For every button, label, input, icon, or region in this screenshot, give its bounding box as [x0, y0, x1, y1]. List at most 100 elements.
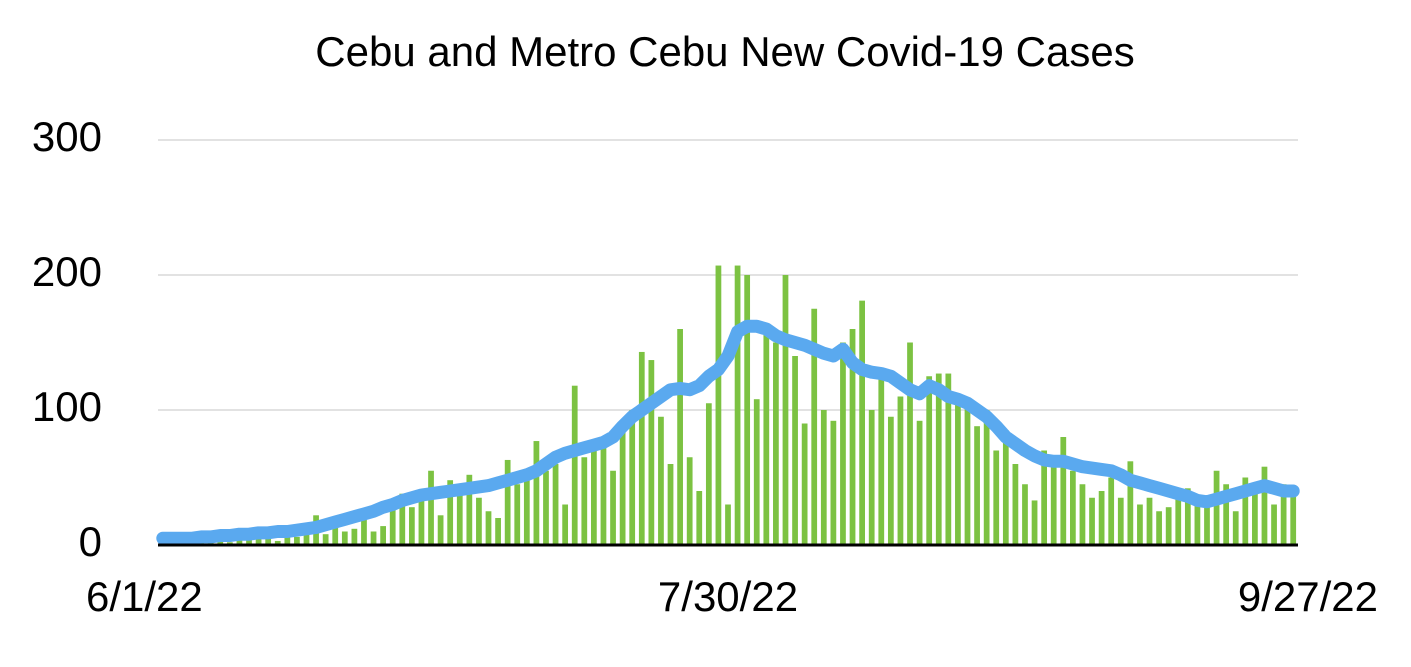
bar [571, 385, 578, 545]
bar [562, 504, 569, 545]
bar [408, 507, 415, 545]
bar [1022, 484, 1028, 545]
bar [255, 538, 262, 545]
bar [437, 515, 444, 545]
bar [543, 470, 549, 545]
bar [916, 420, 923, 545]
bar [1204, 504, 1210, 545]
bar [1012, 464, 1019, 545]
bar [705, 403, 712, 545]
bar [361, 511, 367, 545]
bar [418, 497, 425, 545]
bar [1089, 497, 1095, 545]
bar [380, 526, 386, 545]
bar [399, 493, 406, 545]
bar [447, 480, 454, 545]
bar [1232, 511, 1239, 545]
bar [1117, 497, 1124, 545]
bar [1079, 484, 1086, 545]
bar [1137, 504, 1143, 545]
bar [236, 539, 243, 545]
bar [533, 441, 540, 545]
bar [552, 464, 559, 545]
bar [332, 526, 339, 545]
bar [1098, 491, 1105, 545]
bar [370, 531, 377, 545]
bar [648, 360, 655, 545]
bar [629, 410, 636, 545]
bar [830, 420, 837, 545]
bar [495, 518, 501, 545]
bar [974, 426, 980, 545]
bar [1041, 450, 1048, 545]
bar [725, 504, 731, 545]
bar [514, 484, 521, 545]
bar [1002, 430, 1009, 545]
bar [773, 342, 779, 545]
bar [945, 373, 952, 545]
bar [341, 531, 348, 545]
bar [983, 410, 990, 545]
bar [1223, 484, 1230, 545]
bar [1271, 504, 1277, 545]
bar [1127, 461, 1134, 545]
bar [303, 528, 310, 545]
bar [887, 416, 894, 545]
bar [1146, 497, 1153, 545]
bar [466, 474, 473, 545]
bar [591, 450, 597, 545]
chart-title: Cebu and Metro Cebu New Covid-19 Cases [315, 28, 1134, 75]
bar [389, 504, 396, 545]
x-tick-label: 7/30/22 [658, 573, 798, 620]
bar [964, 403, 971, 545]
y-tick-label: 100 [32, 383, 102, 430]
bar [907, 342, 913, 545]
bar [1050, 457, 1057, 545]
bar [859, 300, 865, 545]
bar [1060, 437, 1067, 545]
bar [284, 532, 291, 545]
bar [294, 536, 300, 545]
bar [868, 410, 875, 545]
y-tick-label: 0 [79, 518, 102, 565]
y-tick-label: 300 [32, 113, 102, 160]
bar [638, 351, 645, 545]
bar [322, 534, 329, 545]
bar [1165, 507, 1172, 545]
bar [801, 423, 808, 545]
bar [935, 373, 942, 545]
bar [677, 329, 683, 545]
bar [1070, 470, 1076, 545]
bar [523, 477, 530, 545]
bar [428, 470, 434, 545]
bar [1290, 493, 1297, 545]
bar [820, 410, 827, 545]
bar [696, 491, 703, 545]
bar [849, 329, 856, 545]
bar [1252, 491, 1258, 545]
y-tick-label: 200 [32, 248, 102, 295]
bar [811, 308, 818, 545]
bar [993, 450, 1000, 545]
bar [955, 396, 961, 545]
bar [926, 376, 933, 545]
x-tick-label: 6/1/22 [86, 573, 203, 620]
bar [686, 457, 693, 545]
bar [351, 528, 358, 545]
bar [619, 423, 626, 545]
bar [1175, 491, 1182, 545]
bar [274, 540, 281, 545]
bar [600, 439, 607, 545]
bar [1108, 477, 1115, 545]
bar [753, 399, 760, 545]
bar [485, 511, 492, 545]
bar [658, 416, 664, 545]
bar [1242, 477, 1249, 545]
bar [1184, 488, 1191, 545]
bar [897, 396, 904, 545]
bar [763, 329, 770, 545]
bar [744, 275, 751, 545]
bar [734, 265, 741, 545]
bar [1031, 500, 1038, 545]
bar [1156, 511, 1162, 545]
